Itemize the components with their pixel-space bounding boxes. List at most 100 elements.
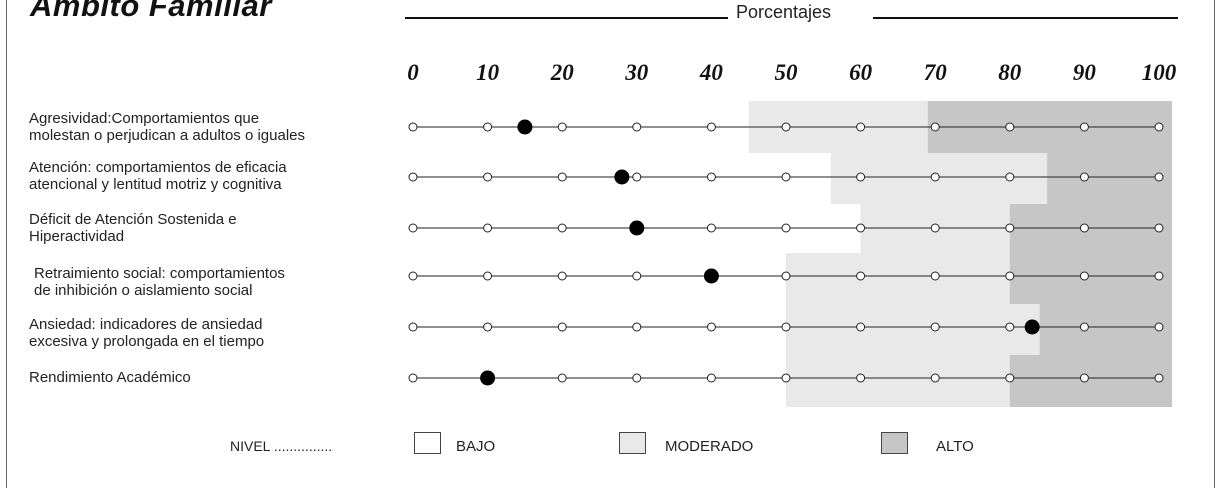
scale-tick-dot <box>930 223 940 233</box>
scale-tick-dot <box>557 122 567 132</box>
row-label-line: excesiva y prolongada en el tiempo <box>29 333 265 350</box>
scale-tick-dot <box>557 172 567 182</box>
scale-tick-dot <box>781 223 791 233</box>
scale-tick-dot <box>483 122 493 132</box>
scale-tick-dot <box>483 271 493 281</box>
scale-tick-dot <box>781 271 791 281</box>
scale-tick-dot <box>930 172 940 182</box>
scale-tick-dot <box>706 322 716 332</box>
scale-tick-dot <box>1154 322 1164 332</box>
scale-tick-dot <box>1079 172 1089 182</box>
row-label-line: Ansiedad: indicadores de ansiedad <box>29 316 263 333</box>
score-marker <box>703 268 719 284</box>
x-tick-label: 30 <box>625 60 649 85</box>
scale-tick-dot <box>408 322 418 332</box>
scale-tick-dot <box>930 373 940 383</box>
row-label: Déficit de Atención Sostenida e Hiperacti… <box>29 211 237 245</box>
alto-band <box>1009 355 1172 407</box>
axis-title-rule-right <box>873 17 1178 19</box>
row-label-line: molestan o perjudican a adultos o iguale… <box>29 127 306 144</box>
scale-tick-dot <box>1079 271 1089 281</box>
row-label-line: Retraimiento social: comportamientos <box>34 265 285 282</box>
scale-tick-dot <box>1154 172 1164 182</box>
legend-label-alto: ALTO <box>936 438 974 455</box>
scale-tick-dot <box>408 223 418 233</box>
scale-tick-dot <box>632 322 642 332</box>
scale-tick-dot <box>1005 373 1015 383</box>
x-tick-label: 100 <box>1141 60 1177 85</box>
row-label-line: Hiperactividad <box>29 228 125 245</box>
scale-tick-dot <box>781 172 791 182</box>
legend-label-bajo: BAJO <box>456 438 496 455</box>
legend-label-moderado: MODERADO <box>665 438 754 455</box>
scale-tick-dot <box>557 373 567 383</box>
x-tick-label: 80 <box>998 60 1022 85</box>
legend-swatch-alto <box>881 432 908 454</box>
scale-tick-dot <box>1154 271 1164 281</box>
row-label-line: Atención: comportamientos de eficacia <box>29 159 287 176</box>
scale-tick-dot <box>557 271 567 281</box>
scale-tick-dot <box>1005 172 1015 182</box>
scale-tick-dot <box>706 122 716 132</box>
scale-tick-dot <box>483 322 493 332</box>
row-label-line: Déficit de Atención Sostenida e <box>29 211 237 228</box>
axis-title-rule-left <box>405 17 728 19</box>
score-marker <box>517 119 533 135</box>
moderado-band <box>786 253 1010 304</box>
row-label: Retraimiento social: comportamientos de i… <box>34 265 285 299</box>
scale-tick-dot <box>781 122 791 132</box>
scale-tick-dot <box>632 172 642 182</box>
scale-tick-dot <box>706 223 716 233</box>
scale-tick-dot <box>856 322 866 332</box>
scale-tick-dot <box>408 172 418 182</box>
scale-tick-dot <box>1079 322 1089 332</box>
scale-tick-dot <box>557 223 567 233</box>
scale-tick-dot <box>1079 373 1089 383</box>
score-marker <box>614 169 630 185</box>
scale-tick-dot <box>930 122 940 132</box>
scale-tick-dot <box>632 373 642 383</box>
scale-tick-dot <box>632 122 642 132</box>
row-label: Ansiedad: indicadores de ansiedad excesiv… <box>29 316 264 350</box>
scale-tick-dot <box>1154 373 1164 383</box>
scale-tick-dot <box>930 322 940 332</box>
scale-tick-dot <box>1005 122 1015 132</box>
scale-tick-dot <box>1079 122 1089 132</box>
scale-tick-dot <box>1079 223 1089 233</box>
row-label: Agresividad:Comportamientos que molestan … <box>29 110 305 144</box>
x-tick-label: 50 <box>774 60 798 85</box>
x-tick-label: 10 <box>476 60 500 85</box>
row-label-line: Rendimiento Académico <box>29 369 191 386</box>
x-tick-label: 60 <box>849 60 873 85</box>
scale-tick-dot <box>408 373 418 383</box>
score-marker <box>1024 319 1040 335</box>
alto-band <box>1047 153 1172 204</box>
moderado-band <box>786 304 1040 355</box>
row-label-line: de inhibición o aislamiento social <box>34 282 253 299</box>
row-label: Atención: comportamientos de eficacia ate… <box>29 159 287 193</box>
score-marker <box>629 220 645 236</box>
scale-tick-dot <box>1154 223 1164 233</box>
scale-tick-dot <box>1005 271 1015 281</box>
x-tick-label: 20 <box>550 60 574 85</box>
row-label: Rendimiento Académico <box>29 369 191 386</box>
scale-tick-dot <box>483 172 493 182</box>
x-tick-label: 40 <box>699 60 723 85</box>
page-border <box>6 0 1215 488</box>
axis-title: Porcentajes <box>736 2 832 22</box>
alto-band <box>1009 253 1172 304</box>
scale-tick-dot <box>856 373 866 383</box>
scale-tick-dot <box>706 373 716 383</box>
scale-tick-dot <box>483 223 493 233</box>
legend-title: NIVEL ............... <box>230 438 333 454</box>
scale-tick-dot <box>1005 223 1015 233</box>
scale-tick-dot <box>781 322 791 332</box>
scale-tick-dot <box>781 373 791 383</box>
scale-tick-dot <box>632 271 642 281</box>
scale-tick-dot <box>856 122 866 132</box>
legend-swatch-moderado <box>619 432 646 454</box>
moderado-band <box>786 355 1010 407</box>
score-marker <box>480 370 496 386</box>
alto-band <box>1039 304 1172 355</box>
